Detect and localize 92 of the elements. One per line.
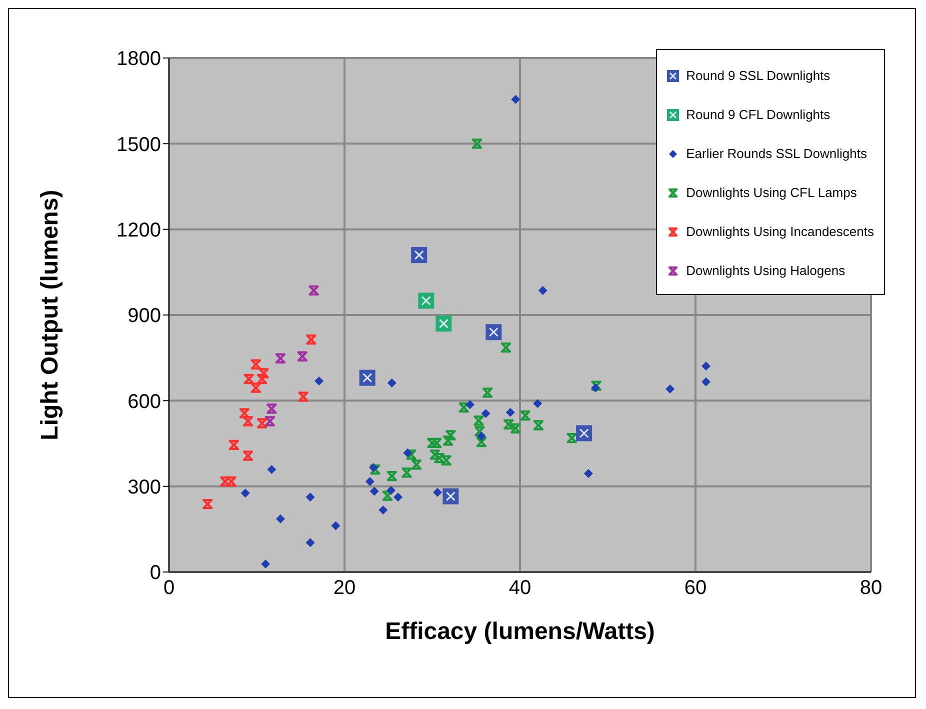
- point: [506, 408, 515, 417]
- point: [297, 351, 308, 362]
- point: [239, 408, 250, 418]
- point: [306, 538, 315, 548]
- point: [476, 432, 486, 441]
- point: [474, 416, 484, 426]
- point: [394, 492, 403, 502]
- point: [434, 452, 444, 464]
- x-tick-label: 60: [684, 577, 707, 600]
- point: [432, 438, 442, 448]
- point: [226, 476, 236, 487]
- point: [365, 476, 374, 486]
- point: [702, 377, 711, 386]
- point: [242, 450, 254, 461]
- point: [240, 488, 250, 498]
- point: [267, 464, 276, 474]
- point: [298, 392, 308, 402]
- y-axis-title: Light Output (lumens): [36, 190, 64, 440]
- y-tick-label: 900: [128, 305, 161, 328]
- point: [472, 138, 482, 149]
- point: [436, 316, 452, 332]
- point: [538, 286, 548, 295]
- point: [403, 448, 412, 458]
- point: [382, 490, 393, 501]
- y-tick-label: 0: [150, 562, 161, 584]
- point: [590, 383, 600, 392]
- point: [261, 560, 270, 569]
- point: [242, 416, 254, 426]
- point: [533, 399, 542, 408]
- point: [386, 486, 396, 495]
- x-tick-label: 0: [163, 577, 175, 600]
- x-tick-label: 20: [333, 577, 356, 600]
- point: [442, 436, 454, 446]
- point: [576, 425, 592, 442]
- point: [306, 334, 316, 345]
- x-tick-label: 80: [860, 577, 882, 600]
- point: [256, 374, 268, 384]
- point: [481, 409, 490, 418]
- point: [228, 440, 240, 450]
- point: [359, 370, 376, 386]
- point: [314, 376, 324, 386]
- legend-label: Earlier Rounds SSL Downlights: [686, 146, 867, 161]
- point: [465, 400, 474, 410]
- x-tick-label: 40: [508, 577, 532, 600]
- point: [368, 462, 378, 472]
- y-tick-label: 300: [128, 476, 161, 498]
- point: [370, 464, 380, 475]
- point: [202, 498, 213, 510]
- point: [511, 94, 520, 104]
- point: [591, 380, 602, 391]
- point: [666, 384, 675, 394]
- point: [386, 470, 397, 482]
- point: [220, 476, 230, 487]
- y-tick-label: 1500: [116, 134, 161, 156]
- point: [308, 285, 319, 296]
- point: [433, 488, 442, 497]
- y-tick-label: 600: [128, 390, 161, 413]
- point: [256, 418, 268, 428]
- point: [427, 438, 438, 448]
- point: [476, 436, 486, 448]
- legend-label: Round 9 SSL Downlights: [686, 68, 830, 83]
- y-tick-label: 1800: [116, 48, 161, 70]
- point: [275, 353, 286, 364]
- point: [520, 410, 530, 421]
- y-tick-label: 1200: [116, 219, 161, 242]
- point: [486, 324, 502, 340]
- point: [402, 468, 412, 478]
- point: [500, 342, 512, 353]
- legend-label: Downlights Using CFL Lamps: [686, 185, 857, 200]
- legend-label: Round 9 CFL Downlights: [686, 107, 830, 122]
- point: [458, 402, 469, 413]
- point: [387, 378, 396, 388]
- point: [442, 488, 459, 504]
- point: [306, 492, 315, 502]
- legend-label: Downlights Using Halogens: [686, 263, 846, 278]
- point: [566, 432, 577, 444]
- point: [331, 521, 340, 530]
- point: [702, 362, 711, 371]
- point: [533, 420, 544, 430]
- point: [584, 468, 593, 478]
- point: [482, 388, 493, 398]
- point: [264, 416, 276, 426]
- point: [446, 430, 456, 440]
- legend-label: Downlights Using Incandescents: [686, 224, 874, 239]
- point: [370, 486, 379, 496]
- point: [474, 426, 485, 436]
- point: [266, 404, 277, 414]
- point: [418, 292, 434, 309]
- point: [276, 514, 285, 524]
- x-axis-title: Efficacy (lumens/Watts): [385, 618, 655, 646]
- point: [411, 247, 428, 264]
- point: [378, 506, 388, 515]
